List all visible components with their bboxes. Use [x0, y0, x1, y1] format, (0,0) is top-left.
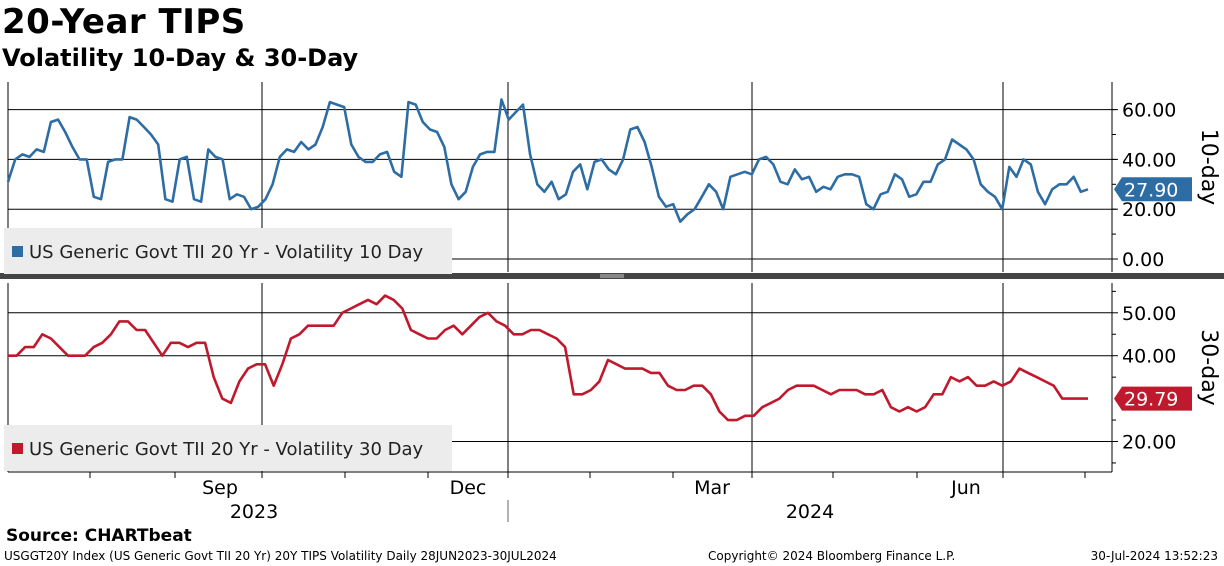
x-axis: Sep Dec Mar Jun 2023 2024: [8, 471, 1112, 523]
chart-title: 20-Year TIPS: [2, 2, 246, 42]
y-tick-label: 50.00: [1122, 303, 1176, 325]
y-tick-label: 40.00: [1122, 149, 1176, 171]
legend-label: US Generic Govt TII 20 Yr - Volatility 3…: [29, 439, 424, 460]
panel-axis-title: 10-day: [1196, 129, 1221, 205]
panel-10-day: 0.00 20.00 40.00 60.00 27.90 10-day US Generic…: [4, 98, 1221, 274]
x-year-label: 2023: [230, 501, 278, 523]
x-month-label: Dec: [450, 477, 487, 499]
x-year-label: 2024: [786, 501, 834, 523]
volatility-10-day-line: [6, 98, 1089, 223]
y-tick-label: 0.00: [1122, 249, 1164, 271]
copyright: Copyright© 2024 Bloomberg Finance L.P.: [708, 549, 956, 563]
y-tick-label: 20.00: [1122, 432, 1176, 454]
source-note: Source: CHARTbeat: [6, 526, 192, 546]
legend-box: [4, 425, 452, 471]
y-tick-label: 20.00: [1122, 199, 1176, 221]
grid-frame: [0, 82, 1224, 472]
index-info: USGGT20Y Index (US Generic Govt TII 20 Y…: [4, 549, 557, 563]
last-value-badge: [1114, 386, 1192, 411]
last-value-label: 29.79: [1124, 389, 1178, 411]
last-value-badge: [1114, 177, 1192, 202]
legend-box: [4, 228, 452, 274]
timestamp: 30-Jul-2024 13:52:23: [1090, 549, 1218, 563]
last-value-label: 27.90: [1124, 179, 1178, 201]
y-tick-label: 40.00: [1122, 346, 1176, 368]
legend-label: US Generic Govt TII 20 Yr - Volatility 1…: [29, 242, 424, 263]
legend-swatch: [12, 246, 23, 257]
x-month-label: Sep: [202, 477, 238, 499]
volatility-30-day-line: [8, 294, 1088, 422]
panel-30-day: 20.00 40.00 50.00 29.79 30-day US Generic Gov…: [4, 290, 1221, 471]
panel-axis-title: 30-day: [1196, 329, 1221, 405]
chart-subtitle: Volatility 10-Day & 30-Day: [2, 44, 359, 72]
legend-swatch: [12, 443, 23, 454]
x-month-label: Jun: [950, 477, 981, 499]
x-month-label: Mar: [694, 477, 730, 499]
y-tick-label: 60.00: [1122, 100, 1176, 122]
separator-handle: [600, 274, 624, 278]
